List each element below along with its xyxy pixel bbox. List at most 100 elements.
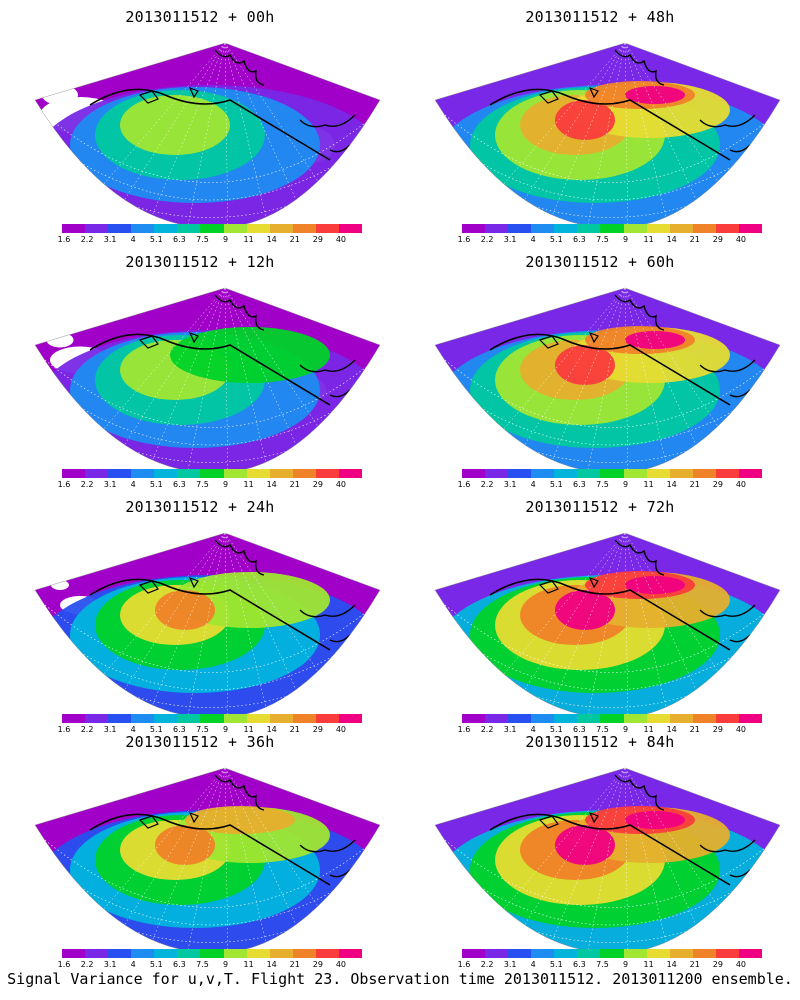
legend-tick-label: 3.1: [503, 480, 517, 489]
legend-swatch: [669, 224, 693, 233]
legend-swatch: [85, 469, 109, 478]
coastline: [214, 774, 265, 811]
legend-tick-label: 4: [130, 235, 136, 244]
variance-contour: [555, 590, 615, 630]
legend-swatch: [738, 714, 763, 723]
coastline: [538, 86, 599, 104]
variance-contour: [625, 331, 685, 349]
legend-tick-label: 6.3: [573, 960, 586, 969]
coastline: [138, 86, 199, 104]
legend-tick-label: 4: [130, 480, 136, 489]
legend-swatch: [338, 714, 363, 723]
legend-swatch: [508, 714, 532, 723]
coastline: [214, 539, 265, 576]
legend-swatch: [646, 469, 670, 478]
legend-swatch: [62, 469, 86, 478]
legend-tick-label: 29: [312, 235, 323, 244]
map-panel: 2013011512 + 60h 1.6 2.2 3.1 4 5.1 6.3 7.5 9 11 1…: [400, 245, 800, 490]
legend-tick-label: 6.3: [173, 960, 186, 969]
color-legend: [462, 714, 763, 723]
legend-tick-label: 40: [735, 725, 747, 734]
legend-swatch: [462, 469, 486, 478]
legend-swatch: [669, 949, 693, 958]
variance-map: [434, 42, 781, 229]
legend-swatch: [692, 224, 716, 233]
variance-map: [34, 42, 381, 229]
legend-tick-label: 40: [335, 725, 347, 734]
variance-field: [35, 288, 380, 474]
legend-swatch: [462, 949, 486, 958]
legend-swatch: [462, 714, 486, 723]
legend-tick-label: 2.2: [480, 960, 494, 969]
legend-tick-label: 5.1: [549, 480, 563, 489]
legend-tick-label: 11: [643, 235, 654, 244]
legend-tick-label: 5.1: [549, 960, 563, 969]
legend-tick-label: 7.5: [596, 235, 609, 244]
coastline: [138, 331, 199, 349]
legend-tick-label: 21: [289, 235, 300, 244]
panel-title: 2013011512 + 12h: [125, 253, 275, 271]
legend-swatch: [154, 714, 178, 723]
legend-tick-label: 2.2: [80, 480, 94, 489]
legend-tick-label: 29: [712, 725, 723, 734]
legend-swatch: [177, 949, 201, 958]
coastline: [299, 114, 356, 153]
variance-contour: [155, 590, 215, 630]
legend-swatch: [669, 714, 693, 723]
legend-tick-label: 40: [735, 235, 747, 244]
variance-map: [434, 767, 781, 954]
graticule-line: [585, 43, 626, 229]
legend-tick-label: 21: [289, 725, 300, 734]
graticule-line: [585, 768, 626, 954]
legend-tick-label: 9: [222, 960, 229, 969]
legend-swatch: [715, 469, 739, 478]
legend-swatch: [531, 224, 555, 233]
coastline: [214, 294, 265, 331]
legend-swatch: [692, 714, 716, 723]
color-legend: [62, 224, 363, 233]
legend-tick-label: 11: [243, 235, 254, 244]
legend-swatch: [177, 469, 201, 478]
graticule-line: [143, 533, 226, 719]
legend-tick-label: 11: [643, 960, 654, 969]
legend-swatch: [600, 469, 624, 478]
graticule-line: [624, 533, 629, 719]
graticule-line: [624, 288, 629, 474]
map-panel: 2013011512 + 12h 1.6 2.2 3.1 4 5.1 6.3 7.5 9 11 1…: [0, 245, 400, 490]
panel-title: 2013011512 + 36h: [125, 733, 275, 751]
legend-ticks: 1.6 2.2 3.1 4 5.1 6.3 7.5 9 11 14 21 29 40: [58, 725, 362, 735]
legend-tick-label: 29: [312, 480, 323, 489]
graticule-line: [224, 288, 313, 474]
legend-tick-label: 9: [622, 235, 629, 244]
graticule-line: [460, 899, 760, 943]
graticule-line: [52, 144, 368, 201]
graticule-line: [224, 768, 271, 954]
graticule-line: [452, 634, 768, 691]
legend-tick-label: 1.6: [57, 480, 71, 489]
graticule-line: [224, 43, 271, 229]
legend-swatch: [177, 714, 201, 723]
graticule-line: [52, 634, 368, 691]
map-panel: 2013011512 + 24h 1.6 2.2 3.1 4 5.1 6.3 7.5 9 11 1…: [0, 490, 400, 735]
legend-ticks: 1.6 2.2 3.1 4 5.1 6.3 7.5 9 11 14 21 29 40: [58, 960, 362, 970]
legend-swatch: [85, 949, 109, 958]
color-legend: [62, 469, 363, 478]
graticule-line: [452, 144, 768, 201]
variance-field: [435, 43, 780, 229]
legend-tick-label: 4: [530, 480, 536, 489]
legend-tick-label: 6.3: [173, 235, 186, 244]
legend-swatch: [246, 714, 270, 723]
graticule-line: [143, 43, 226, 229]
legend-swatch: [85, 714, 109, 723]
legend-swatch: [292, 224, 316, 233]
legend-ticks: 1.6 2.2 3.1 4 5.1 6.3 7.5 9 11 14 21 29 40: [458, 480, 762, 490]
legend-tick-label: 5.1: [549, 725, 563, 734]
legend-swatch: [223, 224, 247, 233]
legend-tick-label: 5.1: [149, 725, 163, 734]
legend-tick-label: 7.5: [596, 725, 609, 734]
graticule-line: [60, 664, 360, 708]
legend-tick-label: 3.1: [503, 235, 517, 244]
legend-swatch: [200, 949, 224, 958]
coastline: [538, 576, 599, 594]
legend-tick-label: 29: [712, 235, 723, 244]
